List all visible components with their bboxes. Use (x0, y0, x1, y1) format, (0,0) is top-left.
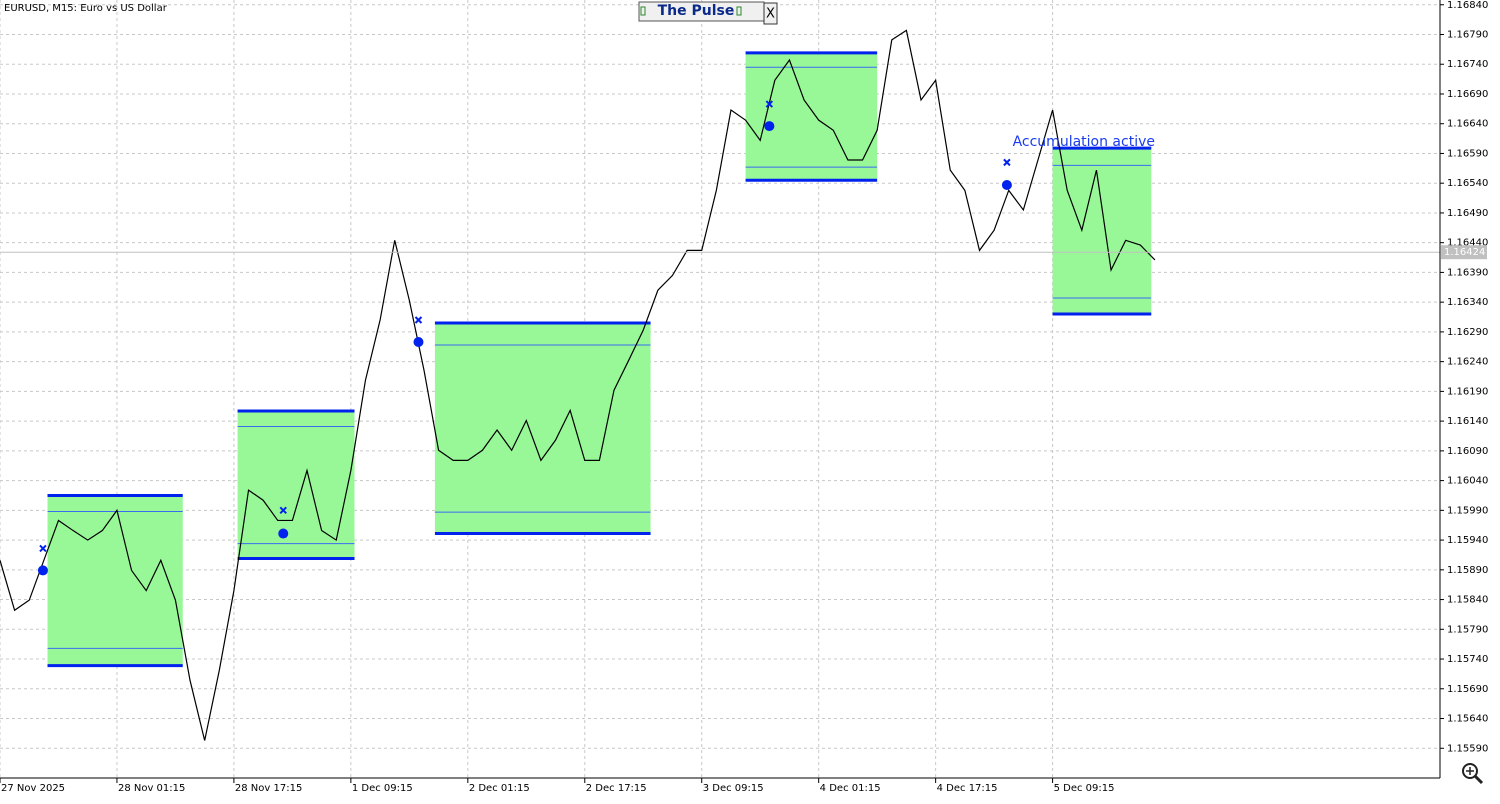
grid (0, 0, 1440, 778)
panel-icon (736, 6, 742, 16)
y-tick-label: 1.16240 (1447, 357, 1488, 368)
x-tick-label: 1 Dec 09:15 (352, 783, 413, 794)
zones (47, 51, 1152, 668)
y-tick-label: 1.15590 (1447, 743, 1488, 754)
y-tick-label: 1.15740 (1447, 654, 1488, 665)
zone (1052, 148, 1152, 315)
y-tick-label: 1.16590 (1447, 148, 1488, 159)
y-tick-label: 1.16290 (1447, 327, 1488, 338)
zone (237, 411, 355, 559)
y-tick-label: 1.15990 (1447, 505, 1488, 516)
close-box (763, 2, 778, 25)
signal-dot (278, 528, 289, 539)
pulse-panel[interactable]: The Pulse (638, 1, 765, 22)
signal-cross (765, 100, 774, 108)
x-tick-label: 28 Nov 01:15 (118, 783, 185, 794)
y-tick-label: 1.16740 (1447, 59, 1488, 70)
close-label: X (766, 7, 775, 22)
zone (434, 322, 651, 534)
y-tick-label: 1.15890 (1447, 565, 1488, 576)
signal-cross (279, 506, 287, 515)
y-tick-label: 1.16190 (1447, 386, 1488, 397)
panel-title: The Pulse (658, 3, 735, 19)
panel-close[interactable]: X (763, 2, 778, 25)
x-tick-label: 4 Dec 17:15 (937, 783, 998, 794)
zone (47, 495, 183, 666)
annotation: Accumulation active (1013, 134, 1155, 150)
x-tick-label: 4 Dec 01:15 (820, 783, 881, 794)
signal-cross (1003, 158, 1011, 167)
zoom-lens (1462, 763, 1478, 779)
y-tick-label: 1.16140 (1447, 416, 1488, 427)
signal-cross (39, 544, 47, 553)
zone (745, 52, 878, 181)
y-tick-label: 1.16440 (1447, 238, 1488, 249)
signal-dot (764, 121, 775, 132)
x-tick-label: 3 Dec 09:15 (703, 783, 764, 794)
y-tick-label: 1.16490 (1447, 208, 1488, 219)
y-tick-label: 1.15640 (1447, 714, 1488, 725)
y-tick-label: 1.16790 (1447, 29, 1488, 40)
zoom-button[interactable] (1462, 763, 1484, 785)
current-price-tag (1441, 245, 1487, 260)
axes: 1.16840 1.16790 1.16740 1.16690 1.16640 1.165… (0, 0, 1488, 794)
y-tick-label: 1.15940 (1447, 535, 1488, 546)
y-tick-label: 1.16640 (1447, 119, 1488, 130)
y-tick-label: 1.15840 (1447, 595, 1488, 606)
y-tick-label: 1.16690 (1447, 89, 1488, 100)
x-tick-label: 28 Nov 17:15 (235, 783, 302, 794)
x-tick-label: 27 Nov 2025 (1, 783, 65, 794)
y-tick-label: 1.16540 (1447, 178, 1488, 189)
y-tick-label: 1.16340 (1447, 297, 1488, 308)
chart-title: EURUSD, M15: Euro vs US Dollar (4, 3, 168, 14)
signal-dot (1001, 179, 1012, 190)
y-tick-label: 1.16840 (1447, 0, 1488, 11)
current-price-label: 1.16424 (1444, 247, 1485, 258)
signal-dot (37, 565, 48, 576)
x-tick-label: 5 Dec 09:15 (1054, 783, 1115, 794)
y-tick-label: 1.15790 (1447, 624, 1488, 635)
panel-icon (640, 6, 646, 16)
y-tick-label: 1.16040 (1447, 476, 1488, 487)
x-tick-label: 2 Dec 01:15 (469, 783, 530, 794)
y-tick-label: 1.16390 (1447, 267, 1488, 278)
price (0, 29, 1440, 741)
signal-cross (414, 316, 423, 324)
signal-dot (413, 337, 424, 348)
y-tick-label: 1.15690 (1447, 684, 1488, 695)
price-line (0, 29, 1156, 741)
signals: Accumulation active (37, 100, 1155, 576)
zoom-handle (1473, 774, 1484, 785)
y-tick-label: 1.16090 (1447, 446, 1488, 457)
x-tick-label: 2 Dec 17:15 (586, 783, 647, 794)
